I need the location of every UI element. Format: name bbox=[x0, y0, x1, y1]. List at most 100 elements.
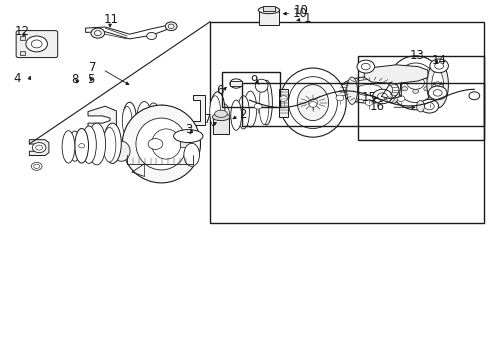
Text: 7: 7 bbox=[204, 113, 211, 126]
Circle shape bbox=[146, 32, 156, 40]
Bar bbox=[212, 117, 228, 134]
Bar bbox=[210, 22, 483, 223]
Bar bbox=[20, 36, 25, 40]
Circle shape bbox=[423, 87, 429, 91]
Ellipse shape bbox=[183, 143, 199, 166]
Text: 10: 10 bbox=[292, 7, 306, 20]
Ellipse shape bbox=[209, 96, 220, 127]
Ellipse shape bbox=[212, 113, 229, 121]
Circle shape bbox=[419, 99, 438, 113]
Circle shape bbox=[365, 100, 372, 105]
Circle shape bbox=[377, 93, 386, 100]
Circle shape bbox=[31, 40, 42, 48]
Polygon shape bbox=[29, 140, 49, 156]
Circle shape bbox=[412, 72, 418, 77]
Circle shape bbox=[356, 60, 374, 73]
Circle shape bbox=[427, 86, 446, 100]
Ellipse shape bbox=[81, 126, 96, 163]
Circle shape bbox=[412, 89, 418, 93]
Circle shape bbox=[401, 75, 407, 79]
Circle shape bbox=[406, 76, 424, 89]
Circle shape bbox=[233, 81, 239, 86]
Ellipse shape bbox=[388, 56, 442, 110]
Circle shape bbox=[396, 96, 404, 102]
Ellipse shape bbox=[146, 103, 161, 140]
Ellipse shape bbox=[122, 102, 136, 137]
Text: 7: 7 bbox=[89, 61, 96, 74]
Bar bbox=[222, 72, 280, 107]
Ellipse shape bbox=[112, 141, 130, 161]
Circle shape bbox=[372, 89, 391, 104]
Text: 10: 10 bbox=[293, 4, 307, 17]
Circle shape bbox=[279, 96, 287, 102]
Ellipse shape bbox=[416, 100, 424, 112]
Ellipse shape bbox=[230, 100, 241, 130]
Text: 16: 16 bbox=[368, 100, 384, 113]
Ellipse shape bbox=[75, 129, 88, 162]
Ellipse shape bbox=[103, 123, 121, 163]
Circle shape bbox=[36, 145, 42, 150]
Polygon shape bbox=[364, 65, 427, 84]
Ellipse shape bbox=[136, 102, 152, 140]
Text: 3: 3 bbox=[184, 123, 192, 136]
Bar bbox=[242, 83, 483, 126]
Ellipse shape bbox=[218, 104, 229, 131]
Ellipse shape bbox=[339, 77, 398, 103]
Polygon shape bbox=[193, 95, 205, 125]
Circle shape bbox=[401, 87, 407, 91]
Circle shape bbox=[426, 98, 433, 104]
Circle shape bbox=[361, 63, 369, 70]
Bar bbox=[357, 56, 483, 140]
Circle shape bbox=[435, 86, 438, 88]
Text: 6: 6 bbox=[216, 84, 223, 96]
Ellipse shape bbox=[166, 109, 179, 136]
Circle shape bbox=[254, 103, 262, 109]
Ellipse shape bbox=[136, 118, 186, 170]
Ellipse shape bbox=[237, 96, 249, 129]
Ellipse shape bbox=[431, 70, 443, 99]
Circle shape bbox=[91, 28, 104, 38]
Circle shape bbox=[94, 31, 101, 36]
Circle shape bbox=[181, 122, 186, 125]
Ellipse shape bbox=[255, 79, 267, 92]
Ellipse shape bbox=[214, 110, 227, 117]
Polygon shape bbox=[88, 106, 116, 132]
Bar bbox=[229, 81, 242, 86]
Text: 11: 11 bbox=[104, 13, 119, 26]
Text: 1: 1 bbox=[304, 12, 311, 24]
Circle shape bbox=[307, 99, 317, 106]
Circle shape bbox=[229, 79, 242, 88]
Text: 9: 9 bbox=[250, 75, 257, 87]
Circle shape bbox=[165, 22, 177, 31]
FancyBboxPatch shape bbox=[16, 31, 58, 58]
Ellipse shape bbox=[356, 84, 381, 96]
Ellipse shape bbox=[346, 77, 357, 104]
Ellipse shape bbox=[259, 84, 268, 125]
Ellipse shape bbox=[122, 105, 200, 183]
Circle shape bbox=[396, 81, 402, 85]
Bar bbox=[180, 141, 189, 147]
Ellipse shape bbox=[210, 92, 224, 129]
Ellipse shape bbox=[122, 107, 132, 135]
Ellipse shape bbox=[62, 131, 75, 163]
Circle shape bbox=[439, 85, 442, 87]
Bar bbox=[278, 89, 287, 117]
Circle shape bbox=[32, 143, 46, 153]
Ellipse shape bbox=[103, 127, 116, 162]
Circle shape bbox=[468, 92, 479, 100]
Ellipse shape bbox=[69, 131, 81, 161]
Text: 5: 5 bbox=[87, 73, 94, 86]
Circle shape bbox=[432, 90, 441, 96]
Text: 2: 2 bbox=[239, 108, 246, 121]
Ellipse shape bbox=[260, 80, 272, 125]
Circle shape bbox=[439, 82, 442, 85]
Text: 14: 14 bbox=[430, 54, 446, 67]
Circle shape bbox=[427, 81, 433, 85]
Circle shape bbox=[168, 24, 174, 28]
Circle shape bbox=[34, 164, 40, 168]
Circle shape bbox=[178, 120, 189, 127]
Text: 13: 13 bbox=[409, 49, 424, 62]
Circle shape bbox=[434, 63, 443, 69]
Ellipse shape bbox=[151, 129, 181, 159]
Ellipse shape bbox=[88, 123, 105, 165]
